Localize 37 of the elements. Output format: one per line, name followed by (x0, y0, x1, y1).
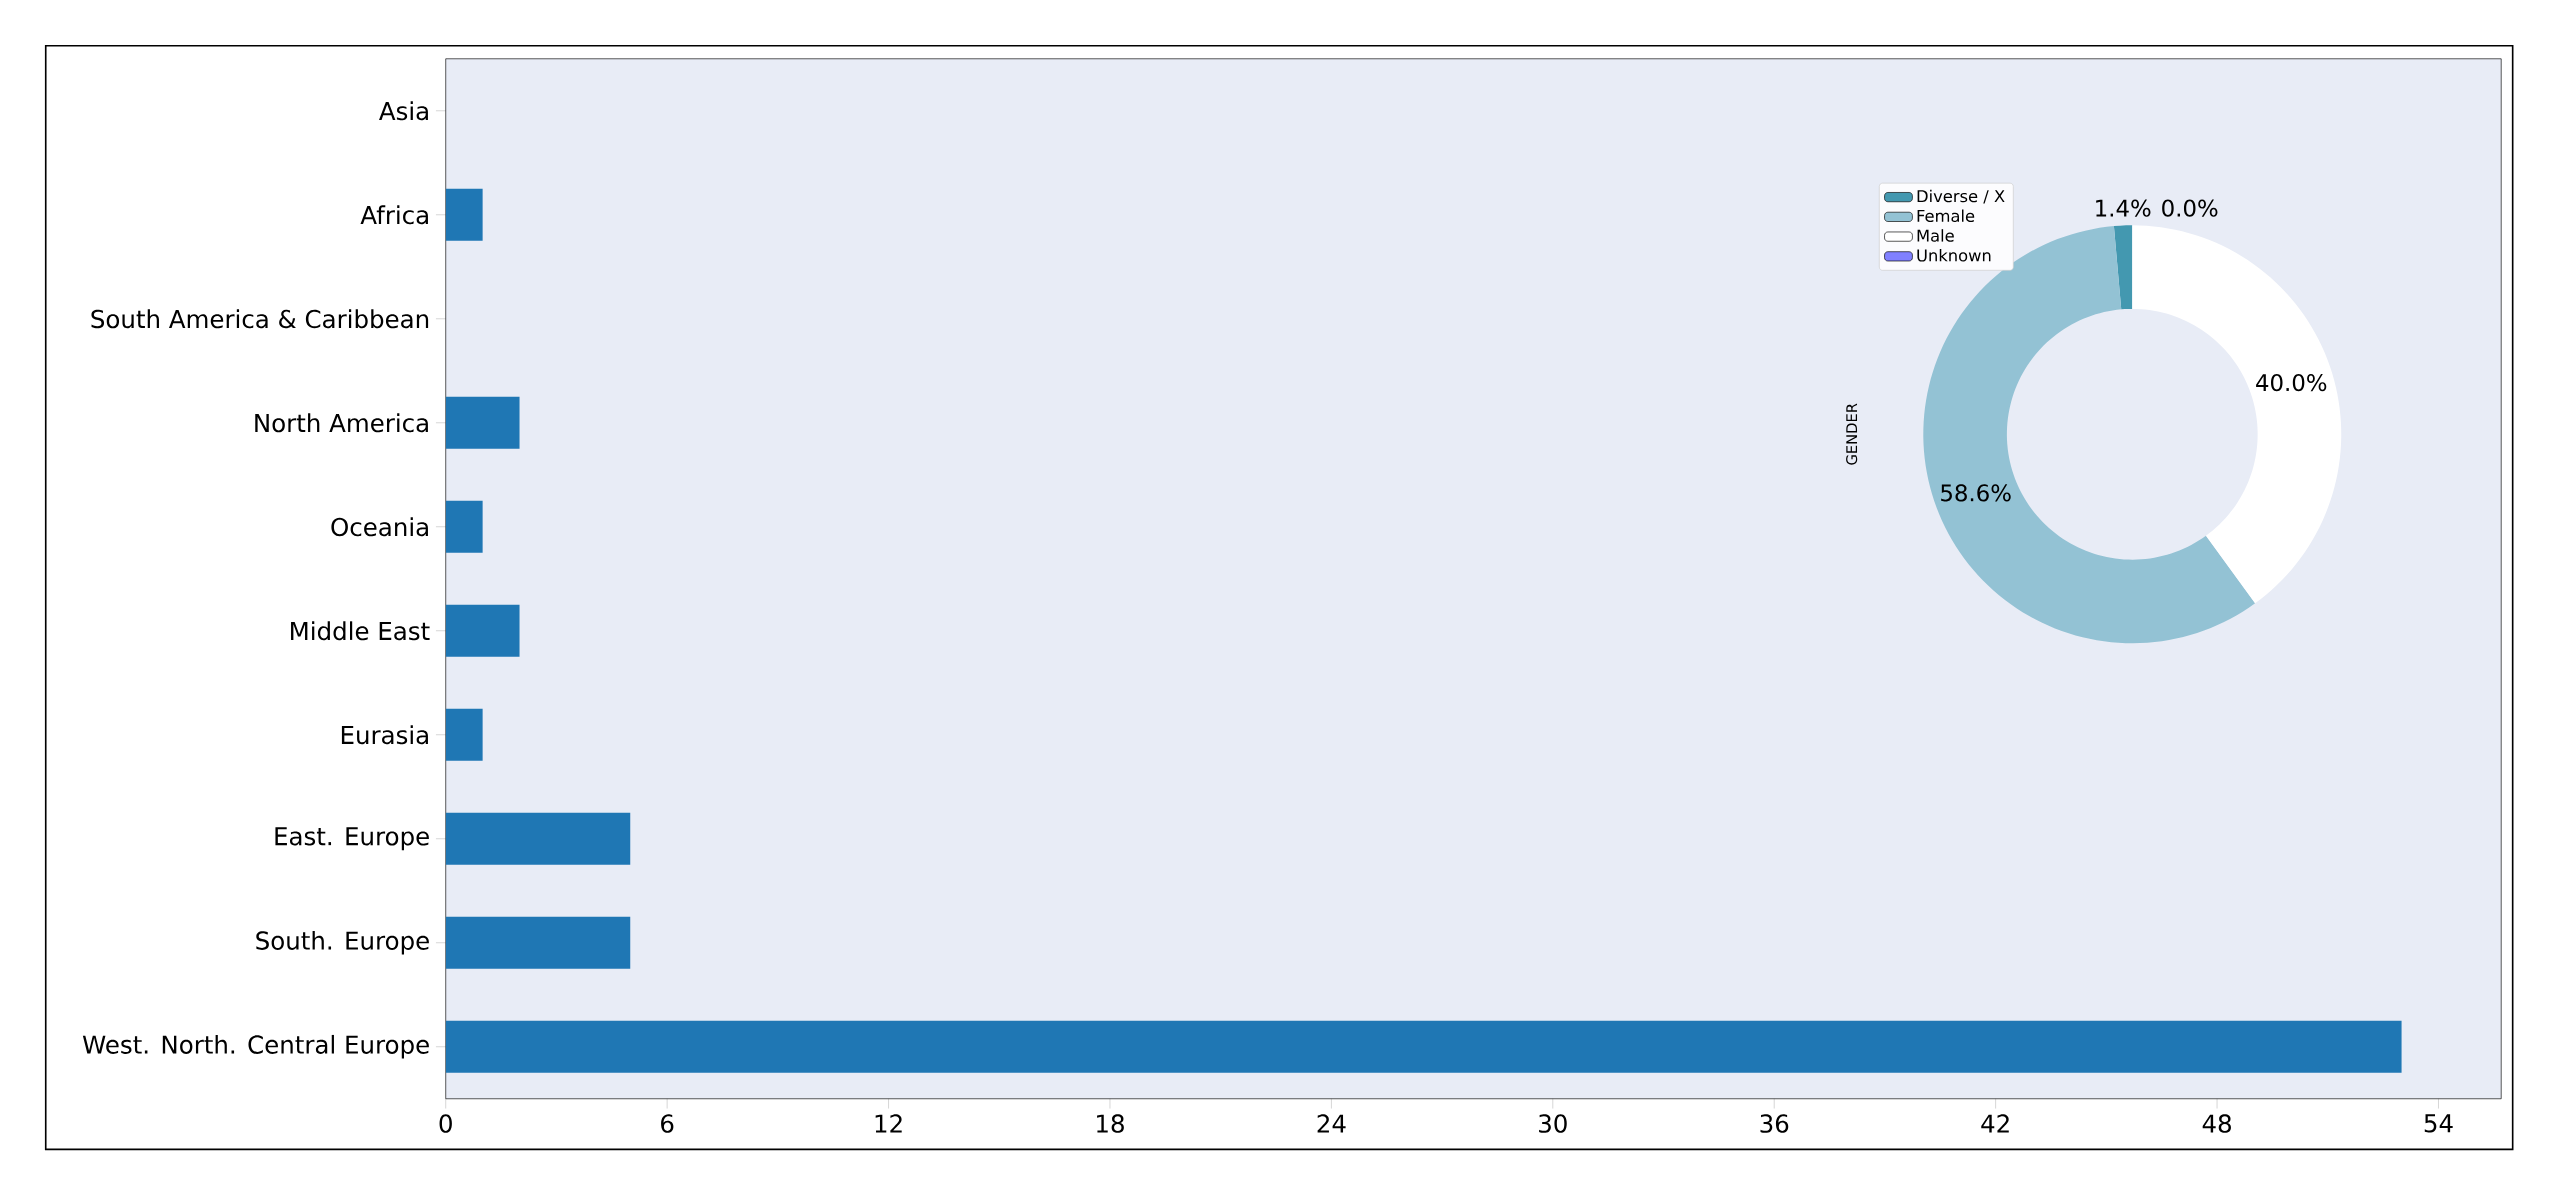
y-tick-label: West. North. Central Europe (82, 1035, 429, 1059)
text: GENDER (1846, 403, 1858, 465)
bar (445, 604, 520, 657)
x-tick-label: 12 (875, 1114, 902, 1133)
y-tick-label: East. Europe (275, 827, 429, 851)
y-tick-label: South America & Caribbean (91, 309, 429, 329)
y-tick-label: Africa (360, 205, 428, 225)
legend-label: Female (1917, 209, 1975, 223)
bar (445, 188, 483, 241)
bar (445, 396, 520, 449)
x-tick-label: 24 (1317, 1114, 1346, 1133)
x-tick-label: 42 (1981, 1114, 2009, 1133)
x-tick-label: 30 (1539, 1114, 1567, 1133)
x-tick-label: 6 (661, 1114, 674, 1133)
bar (445, 708, 483, 761)
legend-label: Diverse / X (1917, 189, 2005, 204)
bar (445, 812, 631, 865)
x-tick-label: 0 (439, 1114, 452, 1133)
y-tick-label: South. Europe (256, 931, 429, 955)
data-label: 1.4% (2096, 199, 2151, 217)
y-tick-label: Eurasia (341, 725, 428, 745)
y-tick-label: Oceania (331, 517, 428, 537)
y-tick-label: Middle East (291, 621, 430, 641)
x-tick-label: 36 (1760, 1114, 1789, 1133)
y-tick-label: Asia (379, 101, 428, 121)
x-tick-label: 54 (2424, 1114, 2453, 1133)
x-tick-label: 18 (1097, 1114, 1124, 1133)
bar (445, 500, 483, 553)
x-tick-label: 48 (2202, 1114, 2231, 1133)
text: 0.0% (2162, 199, 2218, 217)
bar (445, 1020, 2402, 1073)
data-label: 58.6% (1941, 484, 2011, 502)
data-label: 40.0% (2256, 374, 2327, 392)
legend-label: Unknown (1917, 249, 1991, 262)
legend-label: Male (1917, 229, 1954, 242)
bar (445, 916, 631, 969)
y-tick-label: North America (255, 413, 428, 433)
